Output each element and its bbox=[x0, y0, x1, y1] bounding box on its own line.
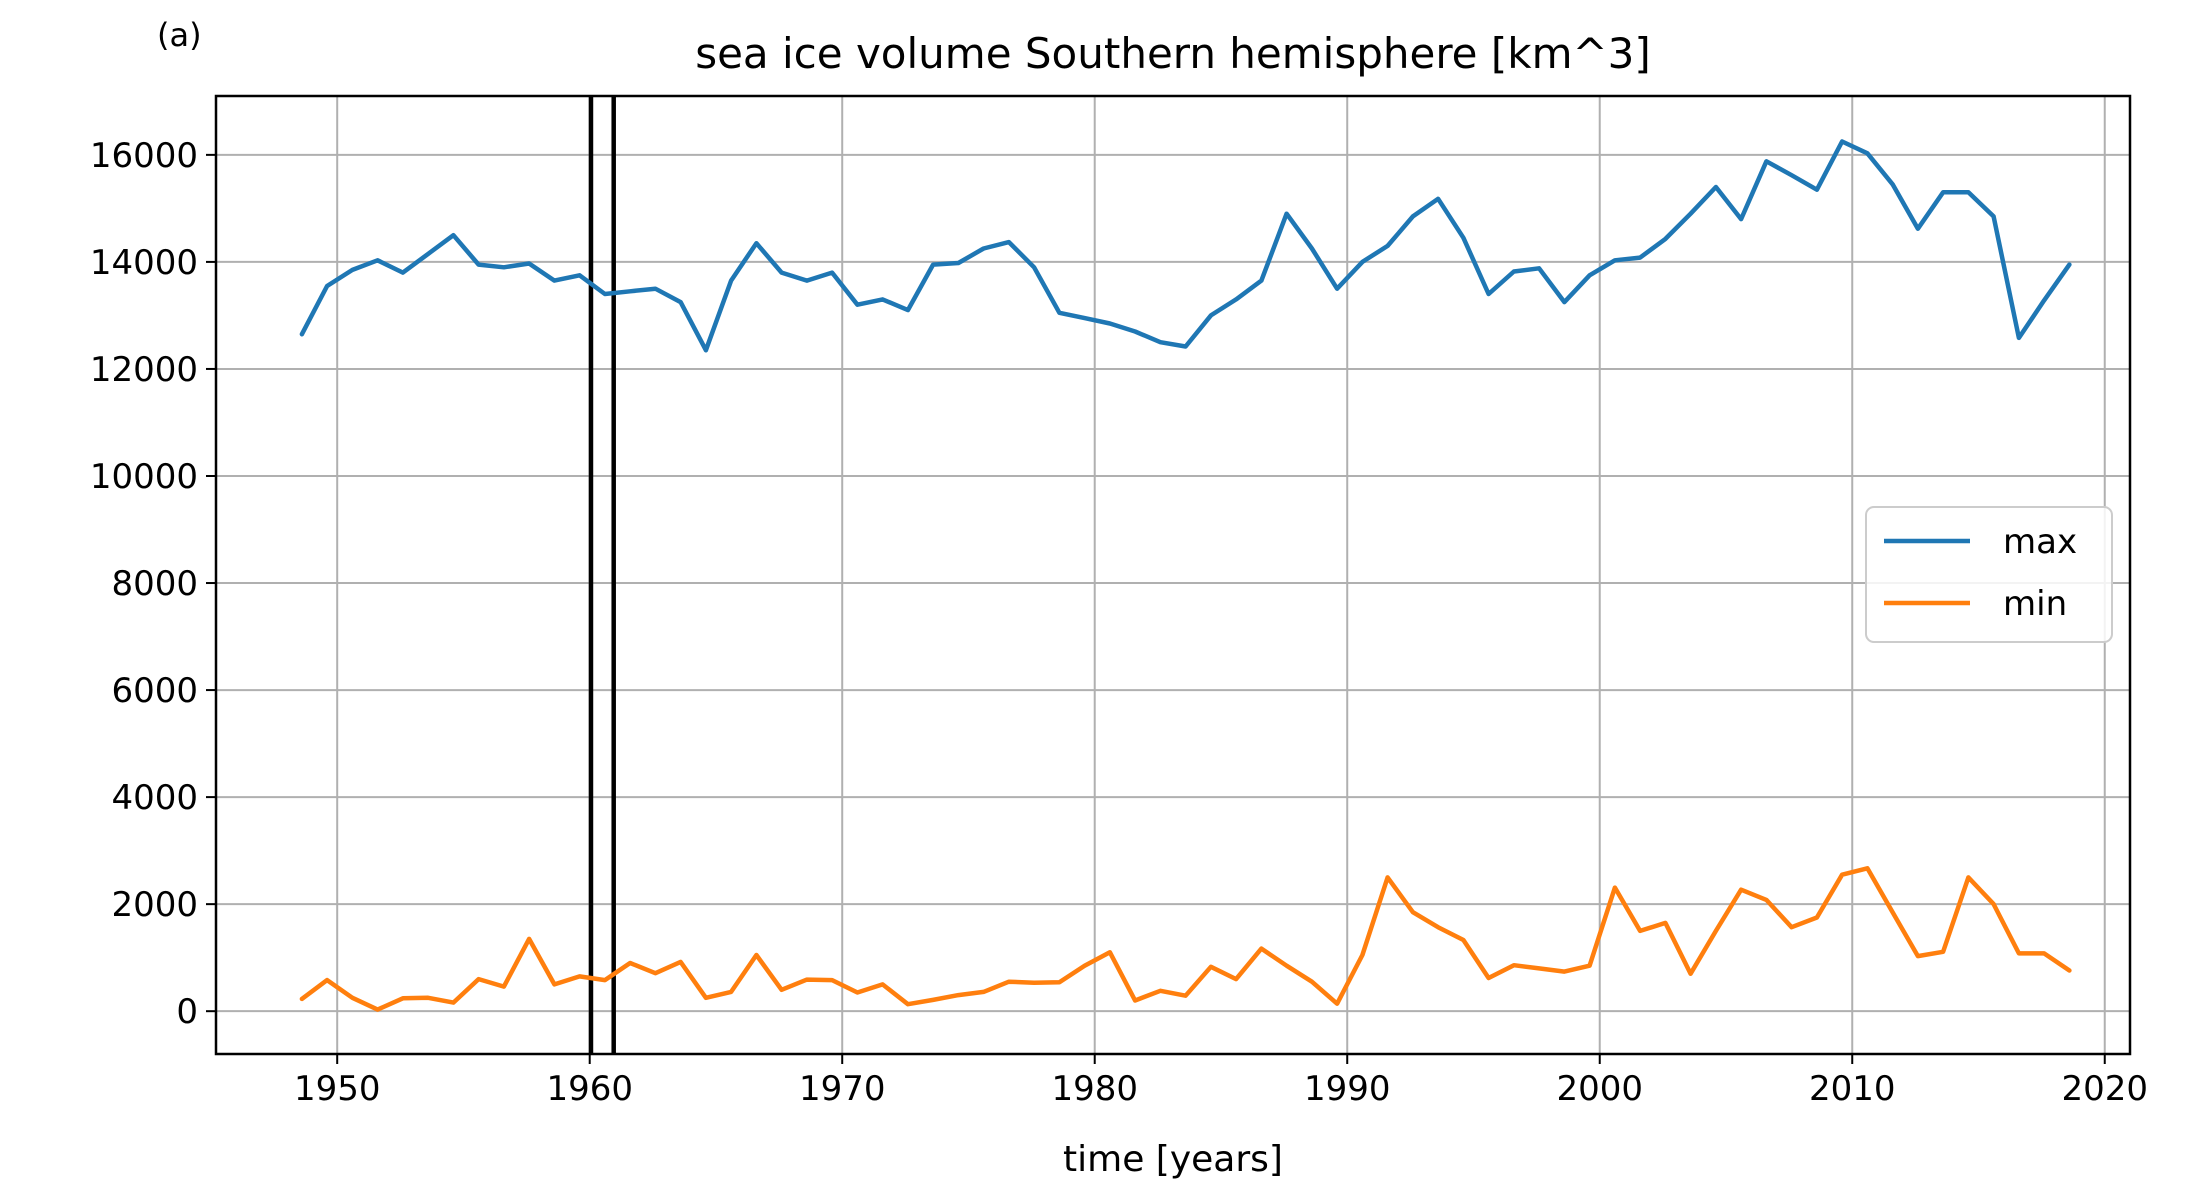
x-tick-label: 1980 bbox=[1051, 1069, 1138, 1109]
y-axis-ticks: 0 2000 4000 6000 8000 10000 12000 14000 16000 bbox=[90, 136, 216, 1032]
y-tick-label: 2000 bbox=[111, 885, 198, 925]
y-tick-label: 4000 bbox=[111, 778, 198, 818]
panel-label: (a) bbox=[157, 16, 202, 54]
x-tick-label: 2010 bbox=[1809, 1069, 1896, 1109]
chart-title: sea ice volume Southern hemisphere [km^3… bbox=[695, 29, 1651, 78]
y-tick-label: 12000 bbox=[90, 350, 198, 390]
series-line-min bbox=[299, 866, 2072, 1012]
legend-label-min: min bbox=[2003, 584, 2067, 624]
x-tick-label: 1960 bbox=[546, 1069, 633, 1109]
y-tick-label: 10000 bbox=[90, 457, 198, 497]
y-tick-label: 16000 bbox=[90, 136, 198, 176]
x-tick-label: 2000 bbox=[1556, 1069, 1643, 1109]
series-lines bbox=[299, 139, 2072, 1012]
legend-label-max: max bbox=[2003, 522, 2077, 562]
x-axis-ticks: 1950 1960 1970 1980 1990 2000 2010 2020 bbox=[294, 1054, 2148, 1109]
plot-frame bbox=[214, 94, 2132, 1056]
y-tick-label: 8000 bbox=[111, 564, 198, 604]
vertical-markers bbox=[588, 96, 616, 1054]
x-tick-label: 1970 bbox=[799, 1069, 886, 1109]
legend: max min bbox=[1865, 506, 2113, 643]
grid-lines bbox=[216, 96, 2130, 1054]
y-tick-label: 6000 bbox=[111, 671, 198, 711]
x-tick-label: 1950 bbox=[294, 1069, 381, 1109]
x-tick-label: 1990 bbox=[1304, 1069, 1391, 1109]
y-tick-label: 0 bbox=[176, 992, 198, 1032]
x-axis-label: time [years] bbox=[1063, 1139, 1283, 1180]
y-tick-label: 14000 bbox=[90, 243, 198, 283]
series-line-max bbox=[299, 139, 2072, 353]
x-tick-label: 2020 bbox=[2061, 1069, 2148, 1109]
